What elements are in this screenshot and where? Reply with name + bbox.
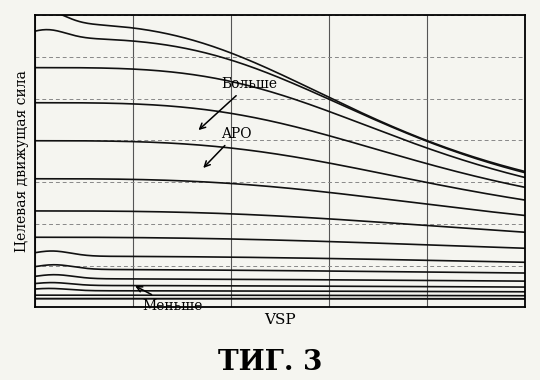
Text: ΤИГ. 3: ΤИГ. 3 (218, 349, 322, 376)
Text: Больше: Больше (200, 77, 277, 129)
X-axis label: VSP: VSP (264, 313, 295, 327)
Text: Меньше: Меньше (137, 287, 203, 313)
Text: APO: APO (205, 127, 252, 167)
Y-axis label: Целевая движущая сила: Целевая движущая сила (15, 70, 29, 252)
